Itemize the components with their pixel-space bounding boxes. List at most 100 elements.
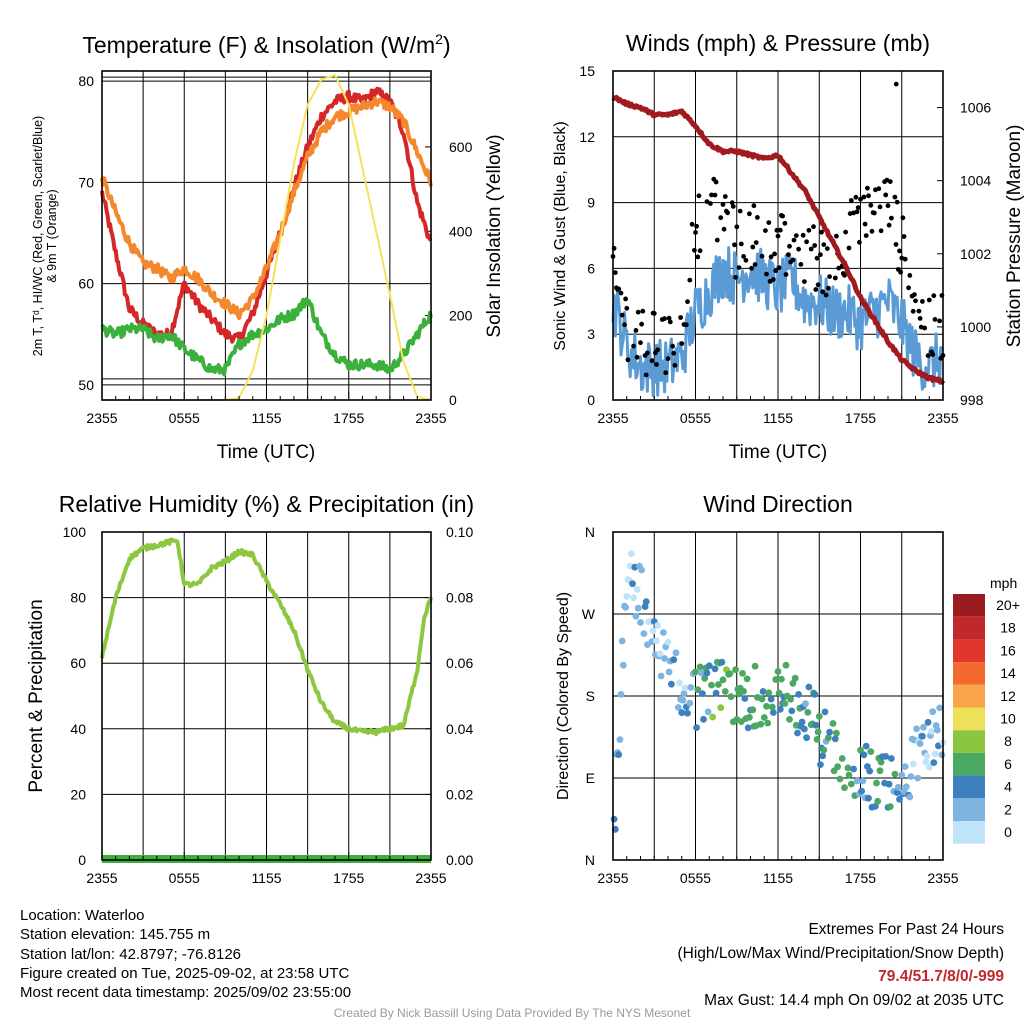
gust-point: [912, 292, 917, 297]
direction-point: [888, 755, 895, 762]
gust-point: [671, 350, 677, 356]
direction-point: [922, 758, 930, 766]
direction-point: [841, 784, 848, 792]
y-tick-label: 40: [70, 721, 86, 737]
gust-point: [763, 228, 768, 234]
direction-point: [694, 686, 702, 694]
gust-point: [721, 226, 727, 232]
gust-point: [695, 254, 701, 260]
direction-point: [637, 619, 644, 626]
gust-point: [655, 347, 661, 353]
y-tick-label: S: [586, 688, 595, 704]
direction-point: [850, 765, 857, 773]
gust-point: [782, 220, 788, 226]
gust-point: [645, 350, 650, 356]
direction-point: [757, 720, 765, 728]
gust-point: [679, 341, 685, 346]
gust-point: [722, 194, 728, 199]
legend-label: 4: [1004, 779, 1012, 795]
x-tick-label: 1155: [251, 870, 281, 886]
gust-point: [787, 243, 792, 249]
direction-point: [778, 675, 785, 683]
direction-point: [775, 689, 783, 697]
gust-point: [876, 186, 882, 192]
direction-point: [798, 718, 806, 726]
gust-point: [790, 257, 796, 263]
y-tick-label: 80: [78, 73, 94, 89]
gust-point: [813, 287, 819, 292]
direction-point: [665, 668, 673, 676]
speed-legend: mph 20+ 18 16 14 12 10 8 6 4 2 0: [953, 575, 1020, 844]
extremes-values: 79.4/51.7/8/0/-999: [878, 968, 1004, 985]
gust-point: [725, 210, 730, 216]
y-tick-label: N: [585, 524, 595, 540]
direction-point: [787, 695, 794, 703]
direction-point: [845, 771, 853, 779]
direction-point: [684, 709, 691, 717]
panel-humidity: 0 20 40 60 80 100 0.00 0.02 0.04 0.06 0.08 0.10 2355…: [26, 491, 474, 886]
legend-swatch: [953, 730, 985, 753]
gust-point: [836, 265, 842, 271]
x-tick-label: 2355: [86, 870, 117, 886]
direction-point: [925, 763, 933, 771]
direction-point: [898, 771, 906, 779]
info-created: Figure created on Tue, 2025-09-02, at 23…: [20, 964, 350, 982]
gust-point: [800, 232, 806, 238]
direction-point: [836, 775, 844, 783]
gust-point: [718, 215, 724, 221]
gust-point: [796, 246, 801, 252]
direction-point: [732, 666, 739, 674]
x-tick-label: 2355: [415, 410, 446, 426]
direction-point: [859, 777, 867, 785]
y-tick-label: E: [586, 770, 595, 786]
gust-point: [640, 308, 646, 314]
y2-tick-label: 0: [449, 392, 457, 408]
direction-point: [693, 724, 700, 731]
gust-point: [818, 252, 823, 258]
direction-point: [726, 670, 734, 677]
gust-point: [886, 222, 892, 228]
direction-point: [712, 689, 720, 697]
gust-point: [623, 296, 628, 302]
gust-point: [925, 353, 931, 359]
y-tick-label: 100: [63, 524, 87, 540]
y2-tick-label: 600: [449, 139, 473, 155]
direction-point: [833, 729, 840, 737]
direction-point: [874, 797, 882, 805]
legend-swatch: [953, 775, 985, 799]
gust-point: [709, 192, 714, 198]
x-axis-label: Time (UTC): [217, 442, 316, 463]
direction-point: [938, 751, 946, 759]
gust-point: [783, 272, 789, 277]
gust-point: [931, 293, 937, 299]
direction-point: [804, 709, 812, 716]
legend-swatch: [953, 798, 985, 821]
direction-point: [727, 693, 735, 701]
gust-point: [697, 248, 703, 254]
panel-winds: 0 3 6 9 12 15 998 1000 1002 1004 1006 2355 0555 1155 1…: [552, 30, 1024, 463]
direction-point: [701, 674, 709, 682]
direction-point: [749, 706, 757, 714]
gust-point: [916, 308, 922, 314]
y-tick-label: 15: [579, 63, 595, 79]
station-info: Location: Waterloo Station elevation: 14…: [20, 906, 351, 1002]
gust-point: [764, 271, 769, 277]
y-tick-label: 3: [587, 326, 595, 342]
gust-point: [720, 202, 726, 207]
panel-title: Relative Humidity (%) & Precipitation (i…: [59, 491, 474, 517]
direction-point: [740, 687, 747, 695]
direction-point: [770, 709, 777, 716]
gust-point: [877, 204, 883, 210]
y2-tick-label: 0.08: [446, 590, 473, 606]
direction-point: [676, 679, 683, 687]
gust-point: [798, 262, 804, 267]
direction-point: [627, 550, 635, 558]
humidity-line: [100, 537, 433, 737]
gust-point: [747, 211, 752, 217]
direction-point: [679, 696, 687, 704]
direction-point: [760, 714, 768, 721]
gust-point: [832, 275, 838, 281]
direction-point: [928, 728, 935, 735]
direction-point: [672, 649, 680, 657]
direction-point: [865, 794, 872, 802]
